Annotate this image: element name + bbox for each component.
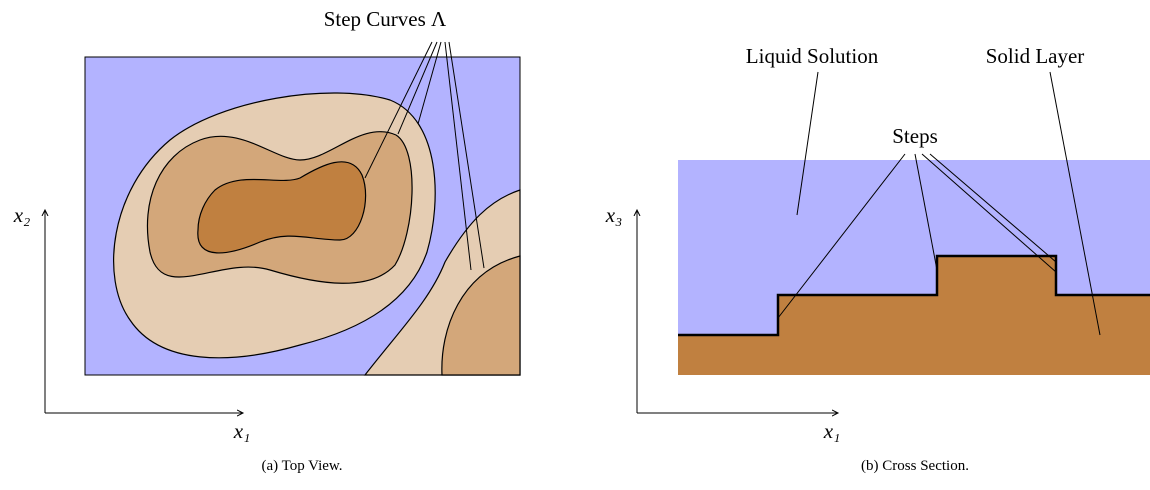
annotation: Steps (892, 124, 938, 148)
annotation: Step Curves Λ (324, 7, 447, 31)
annotation: Liquid Solution (746, 44, 879, 68)
figure: Step Curves Λ x₂ x₁ (a) Top View. Liquid… (0, 0, 1150, 490)
caption: (b) Cross Section. (861, 458, 969, 474)
caption: (a) Top View. (261, 458, 342, 474)
cross-section: Liquid Solution Solid Layer Steps x₃ x₁ … (605, 44, 1150, 474)
x-axis-label: x₁ (823, 419, 841, 443)
y-axis-label: x₂ (13, 203, 31, 227)
x-axis-label: x₁ (233, 419, 251, 443)
top-view: Step Curves Λ x₂ x₁ (a) Top View. (13, 7, 520, 474)
annotation: Solid Layer (986, 44, 1085, 68)
y-axis-label: x₃ (605, 203, 623, 227)
